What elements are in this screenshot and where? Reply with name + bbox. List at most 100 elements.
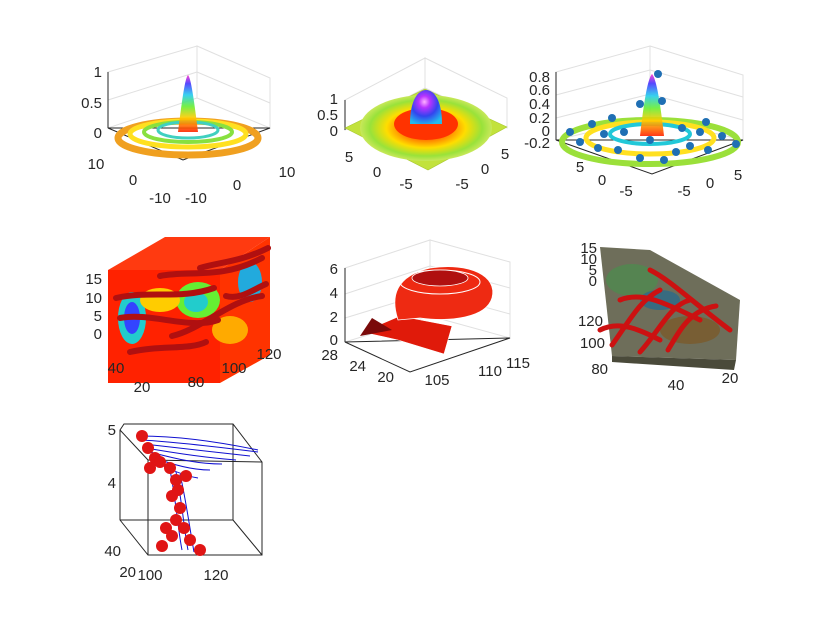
panel-7: 5 4 40 20 100 120 [104,422,263,584]
p5-ztick: 0 [330,332,338,349]
p6-xtick: 20 [722,370,739,387]
p6-streamtubes [597,267,733,355]
p4-x-ticks: 80 100 120 [188,346,282,391]
p7-xtick: 120 [203,567,228,584]
p5-xtick: 110 [478,363,502,380]
p5-xtick: 105 [424,372,449,389]
p1-ytick: 0 [129,172,137,189]
p1-x-ticks: -10 0 10 [185,164,295,207]
p5-ytick: 20 [377,369,394,386]
p4-xtick: 80 [188,374,205,391]
panel-1: 0 0.5 1 10 0 -10 -10 0 10 [81,45,295,207]
p1-xtick: 0 [233,177,241,194]
p3-x-ticks: -5 0 5 [677,167,742,200]
p6-ztick: 10 [580,251,597,268]
p5-z-ticks: 0 2 4 6 [330,261,338,349]
p4-ytick: 40 [108,360,125,377]
p6-ytick: 80 [591,361,608,378]
p4-streamtubes [113,245,271,355]
surface-2 [344,88,508,171]
p6-ytick: 120 [578,313,603,330]
p2-ytick: -5 [399,176,412,193]
p2-y-ticks: 5 0 -5 [345,149,413,193]
p4-ztick: 10 [85,290,102,307]
p5-x-ticks: 105 110 115 [424,355,529,389]
p3-ztick: 0.8 [529,69,550,86]
p6-x-ticks: 40 20 [668,370,739,394]
p3-xtick: 5 [734,167,742,184]
p2-xtick: 0 [481,161,489,178]
p4-y-ticks: 40 20 [108,360,151,396]
p4-ytick: 20 [134,379,151,396]
p2-ytick: 0 [373,164,381,181]
p4-ztick: 15 [85,271,102,288]
p2-xtick: 5 [501,146,509,163]
p7-y-ticks: 40 20 [104,543,136,581]
p6-ztick: 15 [580,240,597,257]
p5-y-ticks: 28 24 20 [321,347,394,386]
p7-z-ticks: 5 4 [108,422,116,492]
p3-xtick: -5 [677,183,690,200]
p3-xtick: 0 [706,175,714,192]
p6-ztick: 0 [589,273,597,290]
p7-xtick: 100 [137,567,162,584]
p3-markers [566,70,740,164]
p3-ztick: 0.2 [529,110,550,127]
p2-x-ticks: -5 0 5 [455,146,509,193]
p1-z-ticks: 0 0.5 1 [81,64,102,142]
p6-ytick: 100 [580,335,605,352]
panel-3: -0.2 0 0.2 0.4 0.6 0.8 5 0 -5 -5 0 5 [524,45,744,200]
p4-ztick: 5 [94,308,102,325]
panel-5: 0 2 4 6 28 24 20 105 110 115 [321,239,530,389]
p1-ztick: 0.5 [81,95,102,112]
p3-y-ticks: 5 0 -5 [576,159,633,200]
p7-markers [136,430,206,556]
p7-x-ticks: 100 120 [137,567,228,584]
p3-ytick: -5 [619,183,632,200]
p7-ztick: 5 [108,422,116,439]
p2-ytick: 5 [345,149,353,166]
p2-ztick: 1 [330,91,338,108]
p6-z-ticks: 15 10 5 0 [580,240,597,290]
p7-ytick: 20 [119,564,136,581]
p3-ztick: 0.4 [529,96,550,113]
p5-xtick: 115 [506,355,530,372]
p6-y-ticks: 120 100 80 [578,313,608,378]
p1-ztick: 0 [94,125,102,142]
p5-ztick: 4 [330,285,338,302]
p5-ytick: 28 [321,347,338,364]
p1-xtick: -10 [185,190,207,207]
p5-ribbon [360,266,494,355]
p4-ztick: 0 [94,326,102,343]
p2-ztick: 0.5 [317,107,338,124]
p1-xtick: 10 [279,164,296,181]
p2-ztick: 0 [330,123,338,140]
p4-z-ticks: 0 5 10 15 [85,271,102,343]
p4-xtick: 120 [256,346,281,363]
panel-4: 0 5 10 15 40 20 80 100 120 [85,237,282,396]
p3-ztick: 0.6 [529,82,550,99]
p1-y-ticks: 10 0 -10 [88,156,171,207]
p5-ztick: 6 [330,261,338,278]
p3-ytick: 0 [598,172,606,189]
p2-z-ticks: 0 0.5 1 [317,91,338,140]
p3-z-ticks: -0.2 0 0.2 0.4 0.6 0.8 [524,69,550,152]
p3-ztick: 0 [542,123,550,140]
p3-ytick: 5 [576,159,584,176]
surface-1 [114,75,262,159]
p7-ztick: 4 [108,475,116,492]
panel-6: 15 10 5 0 120 100 80 40 20 [578,240,740,394]
p6-xtick: 40 [668,377,685,394]
p3-ztick: -0.2 [524,135,550,152]
p1-ytick: -10 [149,190,171,207]
p1-ytick: 10 [88,156,105,173]
p5-ytick: 24 [349,358,366,375]
p5-ztick: 2 [330,309,338,326]
panel-2: 0 0.5 1 5 0 -5 -5 0 5 [317,57,509,193]
p7-ytick: 40 [104,543,121,560]
p4-xtick: 100 [221,360,246,377]
p2-xtick: -5 [455,176,468,193]
p1-ztick: 1 [94,64,102,81]
p6-ztick: 5 [589,262,597,279]
